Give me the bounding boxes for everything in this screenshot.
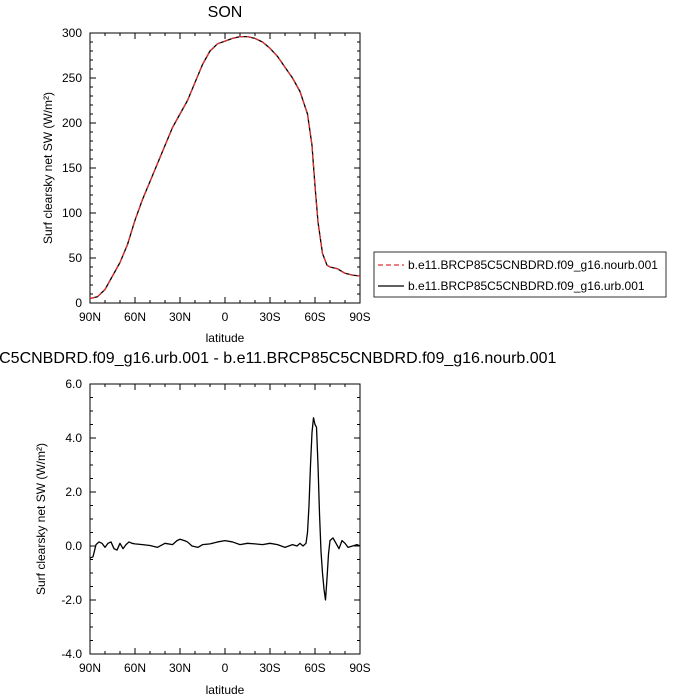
p1-xtick-label-6: 90S [349, 661, 370, 675]
bottom-axis-ticks: 90N 60N 30N 0 30S 60S 90S -4.0 -2.0 0.0 2.0 4.0 6.0 [61, 377, 370, 675]
p0-xtick-label-4: 30S [259, 310, 280, 324]
p0-ytick-label-1: 50 [69, 251, 83, 265]
p1-xtick-label-5: 60S [304, 661, 325, 675]
bottom-panel: b.e11.BRCP85C5CNBDRD.f09_g16.urb.001 - b… [0, 350, 557, 697]
p1-xtick-label-1: 60N [124, 661, 146, 675]
p0-xtick-label-0: 90N [79, 310, 101, 324]
p0-ytick-label-0: 0 [75, 296, 82, 310]
legend-box [373, 251, 667, 298]
p0-xtick-label-1: 60N [124, 310, 146, 324]
top-y-axis-label: Surf clearsky net SW (W/m²) [41, 92, 55, 244]
top-plot-frame [89, 32, 361, 304]
bottom-series-group [89, 417, 361, 601]
bottom-x-axis-label: latitude [206, 683, 245, 697]
p1-xtick-label-4: 30S [259, 661, 280, 675]
p1-ytick-label-3: 2.0 [65, 485, 82, 499]
top-series-group [89, 35, 361, 300]
p0-ytick-label-2: 100 [62, 206, 82, 220]
p1-series-line-0 [89, 417, 361, 601]
top-axis-ticks: 90N 60N 30N 0 30S 60S 90S 0 50 100 150 200 250 300 [62, 26, 371, 324]
top-title: SON [208, 4, 243, 21]
p0-series-line-0 [89, 35, 361, 300]
legend-label-nourb: b.e11.BRCP85C5CNBDRD.f09_g16.nourb.001 [408, 258, 658, 272]
legend-label-urb: b.e11.BRCP85C5CNBDRD.f09_g16.urb.001 [408, 279, 645, 293]
p0-ytick-label-4: 200 [62, 116, 82, 130]
p1-ytick-label-1: -2.0 [61, 593, 82, 607]
p0-xtick-label-6: 90S [349, 310, 370, 324]
legend: b.e11.BRCP85C5CNBDRD.f09_g16.nourb.001 b… [373, 251, 667, 298]
top-panel: SON 90N 60N 30N 0 30S 60S 90S 0 50 100 150 200 250 30… [41, 4, 371, 345]
p1-ytick-label-4: 4.0 [65, 431, 82, 445]
p0-ytick-label-6: 300 [62, 26, 82, 40]
top-x-axis-label: latitude [206, 331, 245, 345]
p1-ytick-label-0: -4.0 [61, 647, 82, 661]
p0-xtick-label-3: 0 [222, 310, 229, 324]
p0-xtick-label-2: 30N [169, 310, 191, 324]
p1-ytick-label-2: 0.0 [65, 539, 82, 553]
p0-xtick-label-5: 60S [304, 310, 325, 324]
p1-xtick-label-3: 0 [222, 661, 229, 675]
p1-xtick-label-2: 30N [169, 661, 191, 675]
bottom-y-axis-label: Surf clearsky net SW (W/m²) [34, 443, 48, 595]
p0-series-line-1 [89, 35, 361, 300]
p1-ytick-label-5: 6.0 [65, 377, 82, 391]
bottom-title: b.e11.BRCP85C5CNBDRD.f09_g16.urb.001 - b… [0, 350, 557, 367]
p0-ytick-label-5: 250 [62, 71, 82, 85]
p1-xtick-label-0: 90N [79, 661, 101, 675]
p0-ytick-label-3: 150 [62, 161, 82, 175]
